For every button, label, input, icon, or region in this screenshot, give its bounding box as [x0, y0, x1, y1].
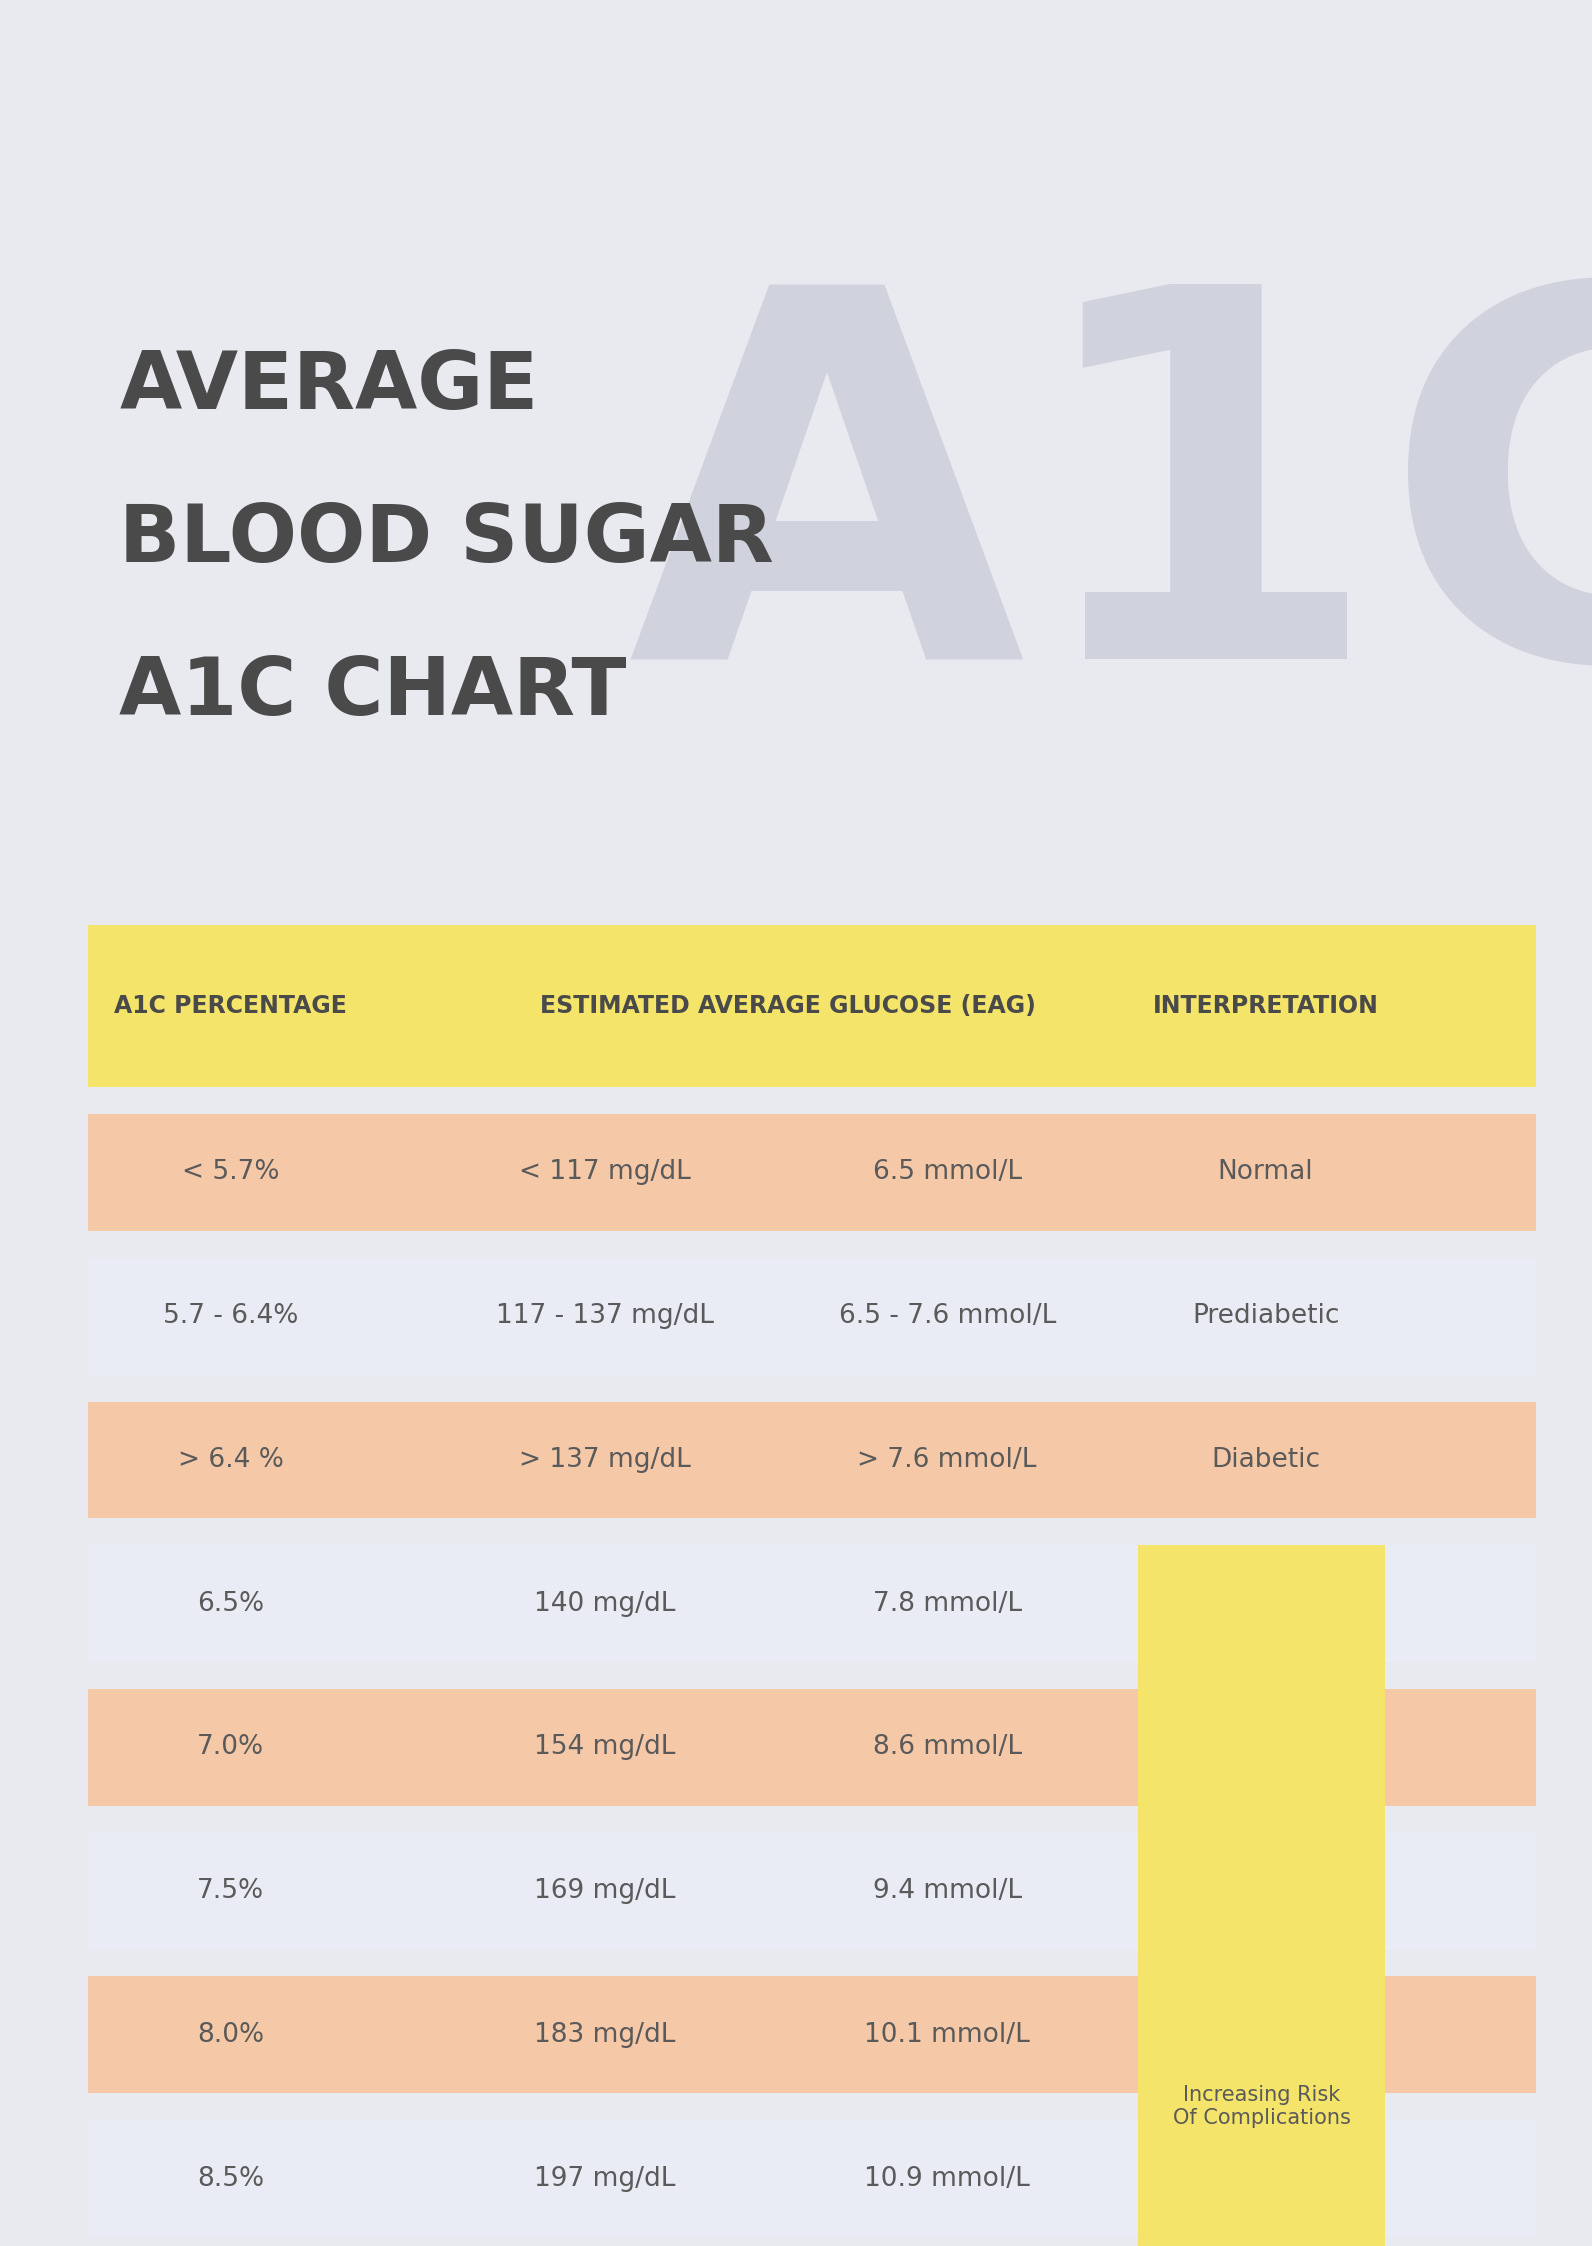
- Text: 7.8 mmol/L: 7.8 mmol/L: [872, 1590, 1022, 1617]
- Text: BLOOD SUGAR: BLOOD SUGAR: [119, 501, 774, 579]
- Text: Normal: Normal: [1218, 1159, 1313, 1186]
- Text: ESTIMATED AVERAGE GLUCOSE (EAG): ESTIMATED AVERAGE GLUCOSE (EAG): [540, 995, 1036, 1017]
- Text: > 137 mg/dL: > 137 mg/dL: [519, 1446, 691, 1473]
- Text: 117 - 137 mg/dL: 117 - 137 mg/dL: [497, 1303, 713, 1330]
- Text: 8.6 mmol/L: 8.6 mmol/L: [872, 1734, 1022, 1761]
- Bar: [88, 1258, 1536, 1375]
- Text: 169 mg/dL: 169 mg/dL: [535, 1878, 675, 1905]
- Text: < 5.7%: < 5.7%: [181, 1159, 280, 1186]
- Text: 9.4 mmol/L: 9.4 mmol/L: [872, 1878, 1022, 1905]
- Text: 183 mg/dL: 183 mg/dL: [535, 2021, 675, 2048]
- Text: Prediabetic: Prediabetic: [1192, 1303, 1339, 1330]
- Text: 8.5%: 8.5%: [197, 2165, 264, 2192]
- Text: > 7.6 mmol/L: > 7.6 mmol/L: [858, 1446, 1036, 1473]
- Text: Diabetic: Diabetic: [1212, 1446, 1320, 1473]
- Text: 6.5 - 7.6 mmol/L: 6.5 - 7.6 mmol/L: [839, 1303, 1055, 1330]
- Text: Increasing Risk
Of Complications: Increasing Risk Of Complications: [1173, 2084, 1350, 2129]
- Text: 7.5%: 7.5%: [197, 1878, 264, 1905]
- Text: 7.0%: 7.0%: [197, 1734, 264, 1761]
- Text: 154 mg/dL: 154 mg/dL: [535, 1734, 675, 1761]
- Bar: [88, 925, 1536, 1087]
- Text: INTERPRETATION: INTERPRETATION: [1153, 995, 1379, 1017]
- Text: 10.1 mmol/L: 10.1 mmol/L: [864, 2021, 1030, 2048]
- Bar: [88, 1545, 1536, 1662]
- Text: A1C PERCENTAGE: A1C PERCENTAGE: [115, 995, 347, 1017]
- Text: 8.0%: 8.0%: [197, 2021, 264, 2048]
- Text: A1C CHART: A1C CHART: [119, 654, 627, 732]
- Text: 140 mg/dL: 140 mg/dL: [535, 1590, 675, 1617]
- Bar: [88, 1976, 1536, 2093]
- Bar: [1138, 1545, 1385, 2246]
- Bar: [88, 1114, 1536, 1231]
- Text: AVERAGE: AVERAGE: [119, 348, 538, 427]
- Text: 10.9 mmol/L: 10.9 mmol/L: [864, 2165, 1030, 2192]
- Text: 6.5 mmol/L: 6.5 mmol/L: [872, 1159, 1022, 1186]
- Bar: [88, 1689, 1536, 1806]
- Bar: [88, 1833, 1536, 1950]
- Text: A1C: A1C: [627, 267, 1592, 766]
- Text: > 6.4 %: > 6.4 %: [178, 1446, 283, 1473]
- Bar: [88, 1402, 1536, 1518]
- Text: 197 mg/dL: 197 mg/dL: [535, 2165, 675, 2192]
- Bar: [88, 2120, 1536, 2237]
- Text: 6.5%: 6.5%: [197, 1590, 264, 1617]
- Text: < 117 mg/dL: < 117 mg/dL: [519, 1159, 691, 1186]
- Text: 5.7 - 6.4%: 5.7 - 6.4%: [162, 1303, 299, 1330]
